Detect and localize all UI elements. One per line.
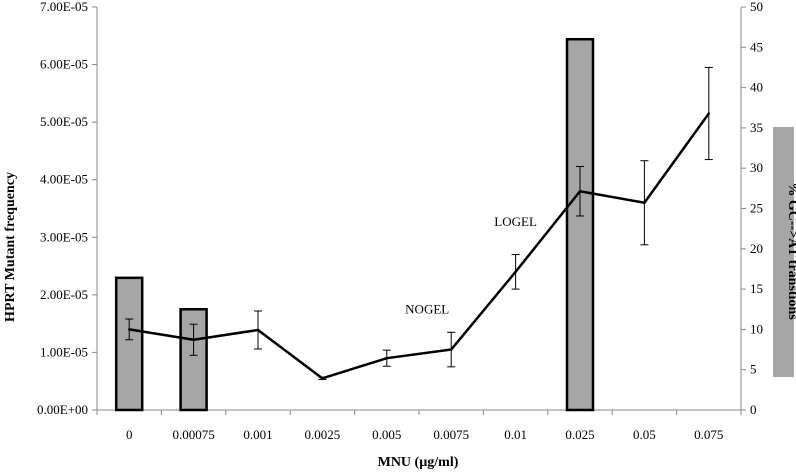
bar — [179, 308, 208, 412]
data-point — [385, 356, 388, 360]
x-axis-title: MNU (µg/ml) — [378, 455, 459, 470]
data-point — [643, 201, 646, 204]
y-axis-right-title-bg — [773, 127, 794, 377]
x-tick-label: 0.0025 — [305, 427, 341, 442]
data-point — [321, 377, 324, 380]
y-left-tick-label: 0.00E+00 — [37, 402, 88, 417]
y-left-tick-label: 4.00E-05 — [40, 172, 88, 187]
data-point — [256, 328, 260, 332]
x-tick-label: 0.001 — [243, 427, 272, 442]
bar — [565, 37, 595, 412]
y-left-tick-label: 2.00E-05 — [40, 287, 88, 302]
bars — [114, 37, 595, 412]
y-right-tick-label: 40 — [750, 80, 763, 95]
y-right-tick-label: 10 — [750, 321, 763, 336]
data-point — [128, 328, 131, 331]
y-right-tick-label: 50 — [750, 0, 763, 14]
y-right-tick-label: 25 — [750, 201, 763, 216]
y-right-tick-label: 15 — [750, 281, 763, 296]
bar — [114, 276, 144, 412]
x-tick-label: 0.025 — [565, 427, 594, 442]
series-line-group — [128, 112, 710, 380]
y-axis-left-title: HPRT Mutant frequency — [3, 172, 18, 322]
data-point — [450, 348, 453, 351]
series-line — [129, 112, 710, 380]
y-right-tick-label: 45 — [750, 39, 763, 54]
x-tick-label: 0 — [126, 427, 133, 442]
y-right-tick-label: 35 — [750, 120, 763, 135]
y-right-tick-label: 0 — [750, 402, 757, 417]
annotation-label: NOGEL — [405, 302, 449, 317]
error-bars — [125, 66, 713, 380]
y-left-tick-label: 1.00E-05 — [40, 344, 88, 359]
y-right-tick-label: 30 — [750, 160, 763, 175]
y-left-tick-label: 7.00E-05 — [40, 0, 88, 14]
axes: 0.00E+00 1.00E-05 2.00E-05 3.00E-05 4.00E-05… — [37, 0, 763, 442]
annotation-label: LOGEL — [494, 214, 537, 229]
y-axis-right-title: % GC-->AT transtions — [785, 182, 796, 320]
annotations: NOGEL LOGEL — [405, 214, 537, 317]
y-right-tick-label: 20 — [750, 241, 763, 256]
data-point — [578, 190, 582, 193]
x-tick-label: 0.0075 — [433, 427, 469, 442]
data-point — [514, 270, 517, 274]
y-left-tick-label: 5.00E-05 — [40, 114, 88, 129]
y-left-tick-label: 3.00E-05 — [40, 229, 88, 244]
x-tick-label: 0.00075 — [172, 427, 214, 442]
data-point — [707, 112, 710, 115]
x-tick-label: 0.05 — [633, 427, 656, 442]
y-right-tick-label: 5 — [750, 362, 757, 377]
y-left-tick-label: 6.00E-05 — [40, 57, 88, 72]
x-tick-label: 0.01 — [504, 427, 527, 442]
x-tick-label: 0.075 — [694, 427, 723, 442]
x-tick-label: 0.005 — [372, 427, 401, 442]
data-point — [192, 338, 195, 341]
